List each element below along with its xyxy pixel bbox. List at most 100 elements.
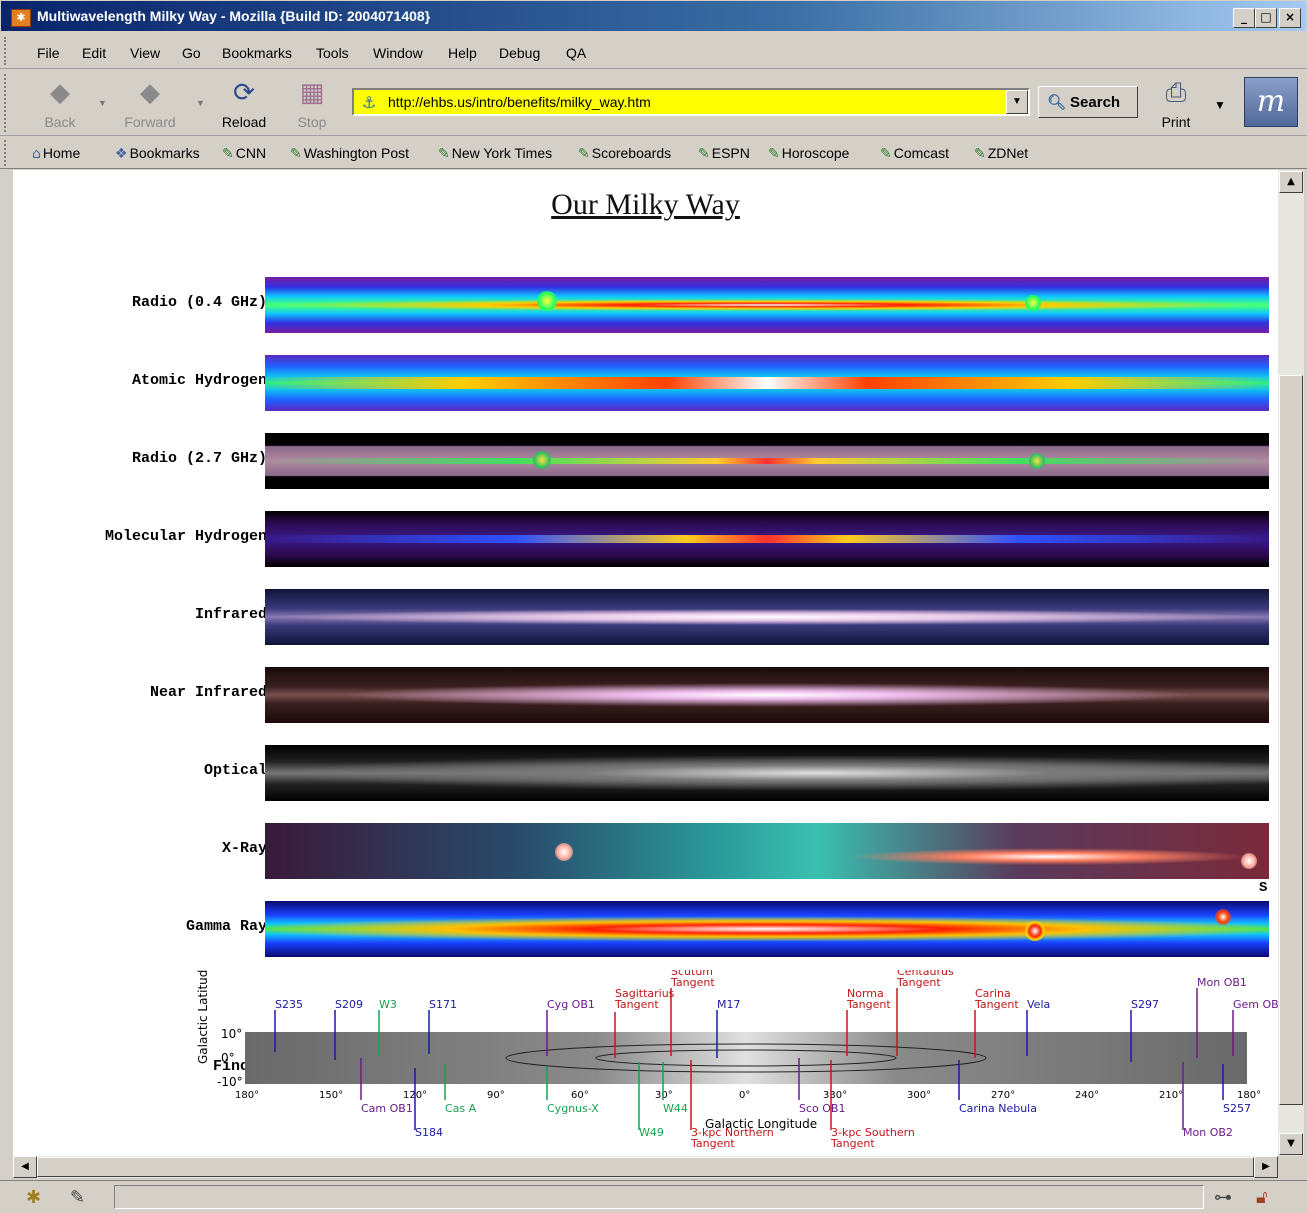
band-label-atomic-hydrogen: Atomic Hydrogen [131, 372, 267, 389]
finder-marker-label: Cam OB1 [361, 1102, 413, 1115]
component-bar-navigator-icon[interactable]: ✱ [26, 1187, 42, 1208]
toolbar-grip[interactable] [4, 140, 10, 166]
maximize-button[interactable]: □ [1255, 8, 1277, 28]
finder-x-tick: 0° [739, 1090, 750, 1101]
print-button[interactable]: ⎙ Print [1138, 76, 1214, 134]
menu-edit[interactable]: Edit [82, 45, 107, 61]
toolbar-grip[interactable] [4, 37, 10, 65]
horizontal-scrollbar[interactable]: ◀ ▶ [13, 1156, 1278, 1178]
finder-contour [505, 1043, 987, 1073]
page-proxy-icon[interactable]: ⚓ [362, 93, 377, 112]
menu-qa[interactable]: QA [566, 45, 587, 61]
reload-icon: ⟳ [233, 78, 255, 108]
scroll-right-icon[interactable]: ▶ [1254, 1156, 1278, 1178]
menu-tools[interactable]: Tools [316, 45, 349, 61]
band-label-infrared: Infrared [194, 606, 267, 623]
scroll-up-icon[interactable]: ▲ [1279, 171, 1303, 193]
finder-marker-label: Sco OB1 [799, 1102, 845, 1115]
finder-x-tick: 30° [655, 1090, 673, 1101]
finder-map [245, 1032, 1247, 1084]
bookmarks-icon: ❖ [115, 146, 128, 162]
bookmark-bookmarks[interactable]: ❖ Bookmarks [115, 145, 200, 162]
finder-marker-label: Cyg OB1 [547, 998, 595, 1011]
stop-button[interactable]: ▦ Stop [272, 76, 352, 134]
band-glow [265, 681, 1269, 709]
page-content[interactable]: Our Milky Way Radio (0.4 GHz) Atomic Hyd… [13, 170, 1278, 1156]
horizontal-scroll-thumb[interactable] [37, 1157, 1254, 1177]
band-source [1029, 453, 1045, 469]
mozilla-throbber-logo[interactable]: m [1244, 77, 1298, 127]
component-bar-composer-icon[interactable]: ✎ [70, 1187, 86, 1208]
menu-file[interactable]: File [37, 45, 60, 61]
finder-marker-label: Scutum Tangent [670, 970, 715, 989]
search-icon: 🔍︎ [1047, 93, 1067, 111]
scroll-left-icon[interactable]: ◀ [13, 1156, 37, 1178]
url-input[interactable] [386, 91, 1006, 113]
near-infrared-image [265, 667, 1269, 723]
finder-x-tick: 270° [991, 1090, 1015, 1101]
bookmark-espn[interactable]: ✎ ESPN [698, 145, 750, 162]
finder-marker-label: S297 [1131, 998, 1159, 1011]
finder-svg: Galactic Latitude 10° 0° -10° 180°150°12… [196, 970, 1278, 1150]
search-button[interactable]: 🔍︎ Search [1038, 86, 1138, 118]
vertical-scrollbar[interactable]: ▲ ▼ [1278, 170, 1304, 1156]
menu-help[interactable]: Help [448, 45, 477, 61]
toolbar-grip[interactable] [4, 74, 10, 132]
band-glow [265, 823, 1269, 879]
menu-go[interactable]: Go [182, 45, 201, 61]
back-arrow-icon: ◆ [50, 78, 70, 108]
band-label-radio-27: Radio (2.7 GHz) [131, 450, 267, 467]
band-glow [265, 917, 1269, 941]
menu-window[interactable]: Window [373, 45, 423, 61]
forward-arrow-icon: ◆ [140, 78, 160, 108]
forward-dropdown-icon[interactable]: ▼ [196, 98, 205, 108]
menu-bar: File Edit View Go Bookmarks Tools Window… [0, 33, 1307, 69]
bookmark-cnn[interactable]: ✎ CNN [222, 145, 266, 162]
security-lock-icon[interactable]: 🔓︎ [1256, 1187, 1268, 1208]
online-status-icon[interactable]: ⊶ [1214, 1187, 1232, 1208]
bookmark-comcast[interactable]: ✎ Comcast [880, 145, 949, 162]
forward-button[interactable]: ◆ Forward [110, 76, 190, 134]
band-glow [265, 377, 1269, 389]
band-label-x-ray: X-Ray [221, 840, 267, 857]
close-button[interactable]: × [1279, 8, 1301, 28]
reload-button[interactable]: ⟳ Reload [204, 76, 284, 134]
back-dropdown-icon[interactable]: ▼ [98, 98, 107, 108]
scroll-down-icon[interactable]: ▼ [1279, 1133, 1303, 1155]
bookmark-label: Home [42, 145, 81, 161]
vertical-scroll-thumb[interactable] [1279, 375, 1303, 1105]
printer-icon: ⎙ [1165, 78, 1187, 108]
bookmark-label: CNN [235, 145, 267, 161]
finder-y-axis-label: Galactic Latitude [196, 970, 210, 1064]
mozilla-app-icon: ✱ [11, 9, 31, 27]
url-history-dropdown-icon[interactable]: ▼ [1006, 90, 1028, 114]
gamma-ray-image [265, 901, 1269, 957]
band-glow [265, 458, 1269, 464]
finder-marker-label: S235 [275, 998, 303, 1011]
bookmark-icon: ✎ [768, 146, 780, 162]
bookmark-new-york-times[interactable]: ✎ New York Times [438, 145, 552, 162]
finder-marker-label: 3-kpc Southern Tangent [830, 1126, 915, 1150]
menu-bookmarks[interactable]: Bookmarks [222, 45, 293, 61]
bookmark-washington-post[interactable]: ✎ Washington Post [290, 145, 409, 162]
window-title-bar[interactable]: ✱ Multiwavelength Milky Way - Mozilla {B… [0, 0, 1307, 32]
minimize-button[interactable]: _ [1233, 8, 1255, 28]
finder-x-tick: 180° [1237, 1090, 1261, 1101]
bookmark-zdnet[interactable]: ✎ ZDNet [974, 145, 1028, 162]
bookmark-horoscope[interactable]: ✎ Horoscope [768, 145, 849, 162]
menu-view[interactable]: View [130, 45, 161, 61]
atomic-hydrogen-image [265, 355, 1269, 411]
url-bar[interactable]: ⚓ ▼ [352, 88, 1030, 116]
back-button[interactable]: ◆ Back [20, 76, 100, 134]
radio-27ghz-image [265, 433, 1269, 489]
finder-marker-label: Centaurus Tangent [896, 970, 954, 989]
finder-marker-label: S171 [429, 998, 457, 1011]
x-ray-image [265, 823, 1269, 879]
band-source [1025, 295, 1041, 311]
bookmark-icon: ✎ [578, 146, 590, 162]
menu-debug[interactable]: Debug [499, 45, 541, 61]
print-dropdown-icon[interactable]: ▼ [1214, 98, 1226, 112]
bookmark-home[interactable]: ⌂ Home [32, 145, 80, 162]
bookmark-scoreboards[interactable]: ✎ Scoreboards [578, 145, 671, 162]
bookmark-icon: ✎ [880, 146, 892, 162]
